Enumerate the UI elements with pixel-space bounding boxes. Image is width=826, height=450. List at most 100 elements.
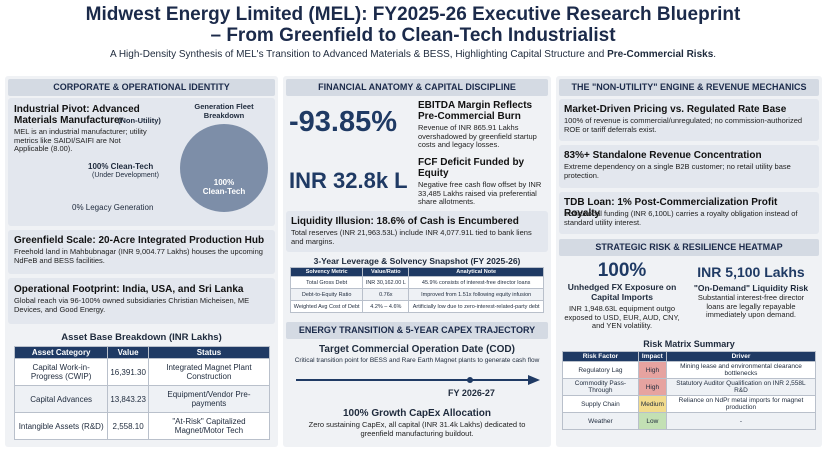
cell: 13,843.23 [107, 385, 149, 413]
ebitda-title: EBITDA Margin Reflects Pre-Commercial Bu… [418, 100, 533, 122]
timeline [296, 375, 540, 385]
heading: THE "NON-UTILITY" ENGINE & REVENUE MECHA… [559, 79, 819, 96]
cell: 0.76x [362, 288, 410, 301]
row: Commodity Pass-Through High Statutory Audi… [562, 378, 817, 396]
column-header: Value/Ratio [362, 267, 410, 277]
column-header: Asset Category [13, 346, 109, 359]
leverage-table: Solvency Metric Value/Ratio Analytical Not… [289, 267, 544, 313]
panel [286, 211, 548, 252]
row: Weather Low - [562, 412, 817, 430]
item-title: TDB Loan: 1% Post-Commercialization Prof… [564, 197, 778, 219]
fx-text: INR 1,948.63L equipment outgo exposed to… [564, 304, 680, 330]
cell: Supply Chain [562, 395, 639, 413]
row: Weighted Avg Cost of Debt 4.2% – 4.6% Arti… [289, 300, 544, 313]
cell: Weighted Avg Cost of Debt [289, 300, 364, 313]
cell: 2,558.10 [107, 412, 149, 440]
column-header: Value [107, 346, 149, 359]
title: Midwest Energy Limited (MEL): FY2025-26 … [85, 4, 741, 25]
panel [559, 99, 819, 141]
fcf-title: FCF Deficit Funded by Equity [418, 157, 525, 179]
liquidity-title: Liquidity Illusion: 18.6% of Cash is Enc… [291, 216, 519, 227]
panel [559, 192, 819, 234]
row: Regulatory Lag High Mining lease and envir… [562, 361, 817, 379]
milestone-dot [467, 377, 473, 383]
risk-table: Risk Factor Impact Driver Regulatory Lag Hig… [562, 351, 817, 430]
cell: High [637, 361, 667, 379]
cell: Capital Advances [13, 385, 109, 413]
greenfield-text: Freehold land in Mahbubnagar (INR 9,004.… [14, 247, 263, 265]
panel [8, 278, 275, 324]
greenfield-title: Greenfield Scale: 20-Acre Integrated Pro… [14, 235, 265, 246]
column-header: Impact [637, 351, 667, 362]
pivot-text: MEL is an industrial manufacturer; utili… [14, 127, 147, 153]
cell: Regulatory Lag [562, 361, 639, 379]
heading: CORPORATE & OPERATIONAL IDENTITY [8, 79, 275, 96]
cell: Improved from 1.51x following equity inf… [408, 288, 544, 301]
row: Capital Advances 13,843.23 Equipment/Vendo… [13, 385, 271, 413]
cell: High [637, 378, 667, 396]
cell: Artificially low due to zero-interest-re… [408, 300, 544, 313]
heading: ENERGY TRANSITION & 5-YEAR CAPEX TRAJECT… [286, 322, 548, 339]
capex-text: Zero sustaining CapEx, all capital (INR … [308, 420, 526, 438]
fx-value: 100% [597, 260, 647, 281]
subtitle-text: A High-Density Synthesis of MEL's Transi… [109, 49, 608, 60]
item-title: 83%+ Standalone Revenue Concentration [564, 150, 762, 161]
heading: STRATEGIC RISK & RESILIENCE HEATMAP [559, 239, 819, 256]
row: Capital Work-in-Progress (CWIP) 16,391.30… [13, 358, 271, 386]
cell: Weather [562, 412, 639, 430]
cell: Reliance on NdPr metal imports for magne… [665, 395, 817, 413]
cell: Debt-to-Equity Ratio [289, 288, 364, 301]
arrow-head [528, 375, 540, 385]
title: – From Greenfield to Clean-Tech Industri… [210, 25, 616, 46]
subtitle: A High-Density Synthesis of MEL's Transi… [0, 49, 826, 60]
cell: 16,391.30 [107, 358, 149, 386]
legacy-label: 0% Legacy Generation [72, 203, 154, 212]
pivot-tag: (Non-Utility) [118, 116, 161, 125]
cell: Integrated Magnet Plant Construction [147, 358, 271, 386]
fx-title: Unhedged FX Exposure on Capital Imports [567, 282, 677, 302]
column-header: Solvency Metric [289, 267, 364, 277]
cod-text: Critical transition point for BESS and R… [294, 357, 540, 364]
asset-table: Asset Category Value Status Capital Work-in… [13, 346, 271, 440]
cell: 45.9% consists of interest-free director… [408, 276, 544, 289]
cell: INR 30,162.00 L [362, 276, 410, 289]
table-title: 3-Year Leverage & Solvency Snapshot (FY … [313, 256, 521, 266]
pie-title: Generation Fleet Breakdown [194, 102, 254, 120]
clean-note: (Under Development) [92, 172, 159, 179]
panel [8, 230, 275, 274]
ebitda-value: -93.85% [289, 106, 398, 138]
column-header: Status [147, 346, 271, 359]
cod-title: Target Commercial Operation Date (COD) [319, 344, 515, 355]
subtitle-bold: Pre-Commercial Risks [607, 49, 714, 60]
cell: Total Gross Debt [289, 276, 364, 289]
footprint-title: Operational Footprint: India, USA, and S… [14, 284, 244, 295]
table-title: Asset Base Breakdown (INR Lakhs) [61, 332, 222, 343]
cell: - [665, 412, 817, 430]
cell: Capital Work-in-Progress (CWIP) [13, 358, 109, 386]
pivot-title: Industrial Pivot: Advanced Materials Man… [14, 104, 140, 126]
heading: FINANCIAL ANATOMY & CAPITAL DISCIPLINE [286, 79, 548, 96]
cell: Equipment/Vendor Pre-payments [147, 385, 271, 413]
cell: Low [637, 412, 667, 430]
pie-slice [180, 124, 268, 212]
capex-title: 100% Growth CapEx Allocation [343, 408, 491, 419]
subtitle-end: . [713, 49, 717, 60]
ebitda-text: Revenue of INR 865.91 Lakhs overshadowed… [418, 123, 537, 149]
pie-inner-label: Clean-Tech [202, 187, 246, 196]
item-title: Market-Driven Pricing vs. Regulated Rate… [564, 104, 787, 115]
footprint-text: Global reach via 96-100% owned subsidiar… [14, 296, 250, 314]
fcf-text: Negative free cash flow offset by INR 33… [418, 180, 542, 206]
cell: "At-Risk" Capitalized Magnet/Motor Tech [147, 412, 271, 440]
cell: Statutory Auditor Qualification on INR 2… [665, 378, 817, 396]
row: Debt-to-Equity Ratio 0.76x Improved from 1… [289, 288, 544, 301]
table-title: Risk Matrix Summary [643, 339, 735, 349]
panel [559, 145, 819, 188]
cell: Commodity Pass-Through [562, 378, 639, 396]
row: Supply Chain Medium Reliance on NdPr metal… [562, 395, 817, 413]
fcf-value: INR 32.8k L [289, 168, 408, 193]
cell: Medium [637, 395, 667, 413]
header-row: Solvency Metric Value/Ratio Analytical Not… [289, 267, 544, 277]
liquidity-risk-title: "On-Demand" Liquidity Risk [693, 283, 809, 293]
column-header: Risk Factor [562, 351, 639, 362]
